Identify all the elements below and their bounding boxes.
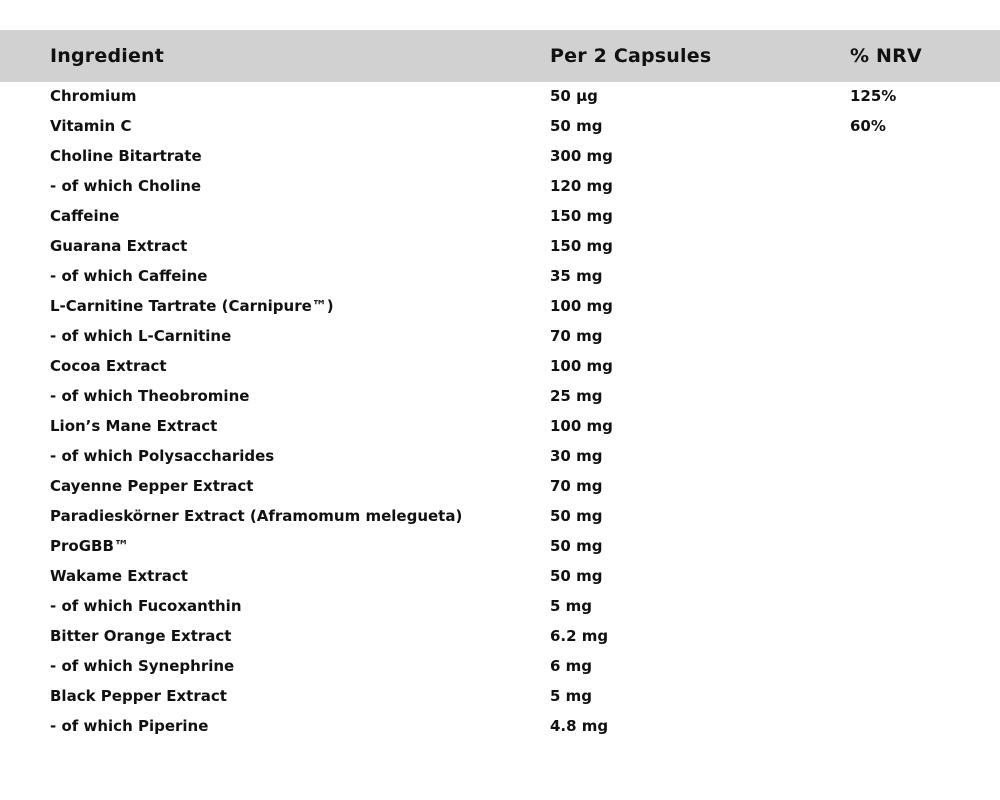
amount-cell: 50 mg [550,117,603,135]
ingredient-cell: Caffeine [50,207,120,225]
table-row: Vitamin C 50 mg 60% [0,111,1000,141]
table-row: Cocoa Extract 100 mg [0,351,1000,381]
nrv-cell: 60% [850,117,886,135]
ingredient-cell: - of which Piperine [50,717,209,735]
ingredient-cell: Lion’s Mane Extract [50,417,218,435]
ingredient-cell: Bitter Orange Extract [50,627,232,645]
ingredient-cell: - of which L-Carnitine [50,327,232,345]
header-nrv: % NRV [850,45,922,67]
amount-cell: 30 mg [550,447,603,465]
table-body: Chromium 50 µg 125% Vitamin C 50 mg 60% … [0,81,1000,741]
amount-cell: 100 mg [550,297,613,315]
ingredient-cell: Cayenne Pepper Extract [50,477,254,495]
amount-cell: 35 mg [550,267,603,285]
amount-cell: 25 mg [550,387,603,405]
amount-cell: 6.2 mg [550,627,609,645]
amount-cell: 4.8 mg [550,717,609,735]
table-row: - of which Synephrine 6 mg [0,651,1000,681]
amount-cell: 70 mg [550,477,603,495]
ingredient-cell: Cocoa Extract [50,357,167,375]
table-header-row: Ingredient Per 2 Capsules % NRV [0,30,1000,82]
ingredient-cell: Black Pepper Extract [50,687,227,705]
amount-cell: 50 mg [550,507,603,525]
ingredient-cell: Vitamin C [50,117,132,135]
table-row: Paradieskörner Extract (Aframomum melegu… [0,501,1000,531]
amount-cell: 100 mg [550,417,613,435]
ingredient-cell: Chromium [50,87,137,105]
table-row: Lion’s Mane Extract 100 mg [0,411,1000,441]
table-row: - of which L-Carnitine 70 mg [0,321,1000,351]
ingredient-cell: Guarana Extract [50,237,188,255]
table-row: - of which Theobromine 25 mg [0,381,1000,411]
table-row: Wakame Extract 50 mg [0,561,1000,591]
table-row: ProGBB™ 50 mg [0,531,1000,561]
ingredient-cell: - of which Fucoxanthin [50,597,242,615]
table-row: - of which Piperine 4.8 mg [0,711,1000,741]
amount-cell: 6 mg [550,657,593,675]
ingredient-cell: Wakame Extract [50,567,188,585]
table-row: Guarana Extract 150 mg [0,231,1000,261]
ingredient-cell: - of which Theobromine [50,387,250,405]
ingredient-cell: Paradieskörner Extract (Aframomum melegu… [50,507,463,525]
ingredient-cell: L-Carnitine Tartrate (Carnipure™) [50,297,334,315]
ingredient-cell: - of which Synephrine [50,657,235,675]
table-row: - of which Fucoxanthin 5 mg [0,591,1000,621]
amount-cell: 50 µg [550,87,598,105]
amount-cell: 5 mg [550,597,593,615]
table-row: Cayenne Pepper Extract 70 mg [0,471,1000,501]
amount-cell: 100 mg [550,357,613,375]
amount-cell: 150 mg [550,237,613,255]
table-row: Chromium 50 µg 125% [0,81,1000,111]
table-row: - of which Caffeine 35 mg [0,261,1000,291]
ingredient-cell: ProGBB™ [50,537,129,555]
nrv-cell: 125% [850,87,897,105]
header-amount: Per 2 Capsules [550,45,712,67]
table-row: Black Pepper Extract 5 mg [0,681,1000,711]
ingredient-cell: - of which Choline [50,177,202,195]
table-row: Bitter Orange Extract 6.2 mg [0,621,1000,651]
amount-cell: 50 mg [550,537,603,555]
amount-cell: 70 mg [550,327,603,345]
table-row: - of which Choline 120 mg [0,171,1000,201]
amount-cell: 150 mg [550,207,613,225]
amount-cell: 50 mg [550,567,603,585]
ingredient-cell: - of which Caffeine [50,267,208,285]
table-row: L-Carnitine Tartrate (Carnipure™) 100 mg [0,291,1000,321]
ingredient-cell: - of which Polysaccharides [50,447,275,465]
header-ingredient: Ingredient [50,45,165,67]
amount-cell: 5 mg [550,687,593,705]
amount-cell: 300 mg [550,147,613,165]
table-row: - of which Polysaccharides 30 mg [0,441,1000,471]
amount-cell: 120 mg [550,177,613,195]
table-row: Caffeine 150 mg [0,201,1000,231]
ingredient-cell: Choline Bitartrate [50,147,202,165]
table-row: Choline Bitartrate 300 mg [0,141,1000,171]
